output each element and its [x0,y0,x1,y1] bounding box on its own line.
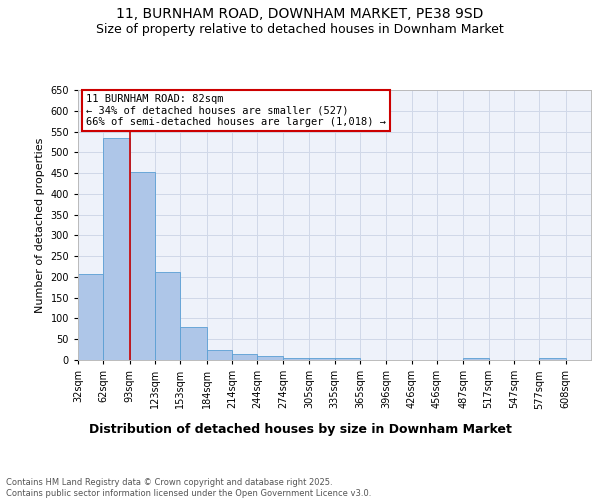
Bar [335,358,360,360]
Bar [130,172,155,360]
Bar [206,350,232,360]
Bar [155,272,181,360]
Bar [283,358,309,360]
Text: 11, BURNHAM ROAD, DOWNHAM MARKET, PE38 9SD: 11, BURNHAM ROAD, DOWNHAM MARKET, PE38 9… [116,8,484,22]
Text: 11 BURNHAM ROAD: 82sqm
← 34% of detached houses are smaller (527)
66% of semi-de: 11 BURNHAM ROAD: 82sqm ← 34% of detached… [86,94,386,127]
Bar [232,354,257,360]
Text: Distribution of detached houses by size in Downham Market: Distribution of detached houses by size … [89,422,511,436]
Bar [309,358,335,360]
Bar [181,327,206,360]
Bar [539,358,566,360]
Text: Contains HM Land Registry data © Crown copyright and database right 2025.
Contai: Contains HM Land Registry data © Crown c… [6,478,371,498]
Bar [103,138,130,360]
Bar [78,274,103,360]
Text: Size of property relative to detached houses in Downham Market: Size of property relative to detached ho… [96,22,504,36]
Bar [463,358,488,360]
Bar [257,356,283,360]
Y-axis label: Number of detached properties: Number of detached properties [35,138,45,312]
